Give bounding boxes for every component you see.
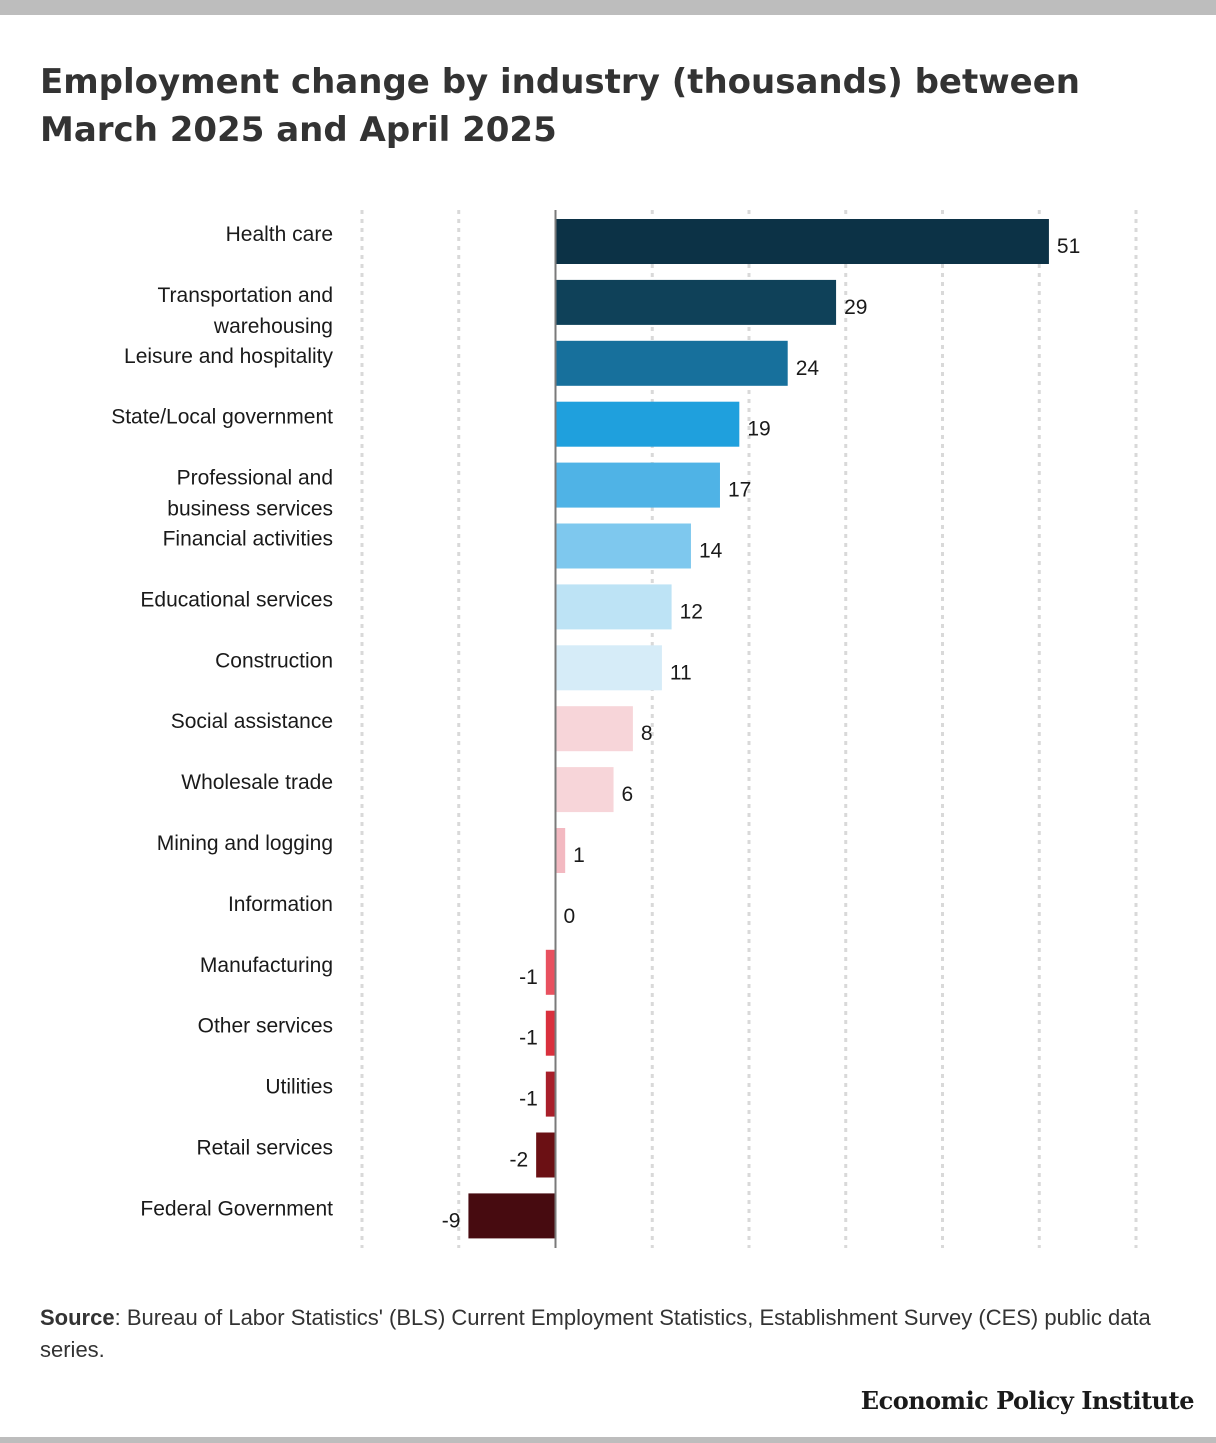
value-label: -1 [519, 1088, 538, 1111]
source-label: Source [40, 1305, 115, 1330]
bars [468, 219, 1049, 1239]
category-label: Wholesale trade [181, 771, 333, 794]
value-label: 19 [747, 418, 770, 441]
bar [555, 523, 691, 569]
value-label: 0 [564, 905, 576, 928]
bar [555, 279, 837, 325]
bar-chart: Health care Transportation and warehousing… [111, 210, 1138, 1248]
bar [555, 401, 740, 447]
category-label: Utilities [265, 1076, 333, 1099]
value-label: 51 [1057, 235, 1080, 258]
category-label: Educational services [140, 588, 333, 611]
category-label: Leisure and hospitality [124, 345, 333, 368]
value-label: 17 [728, 479, 751, 502]
value-label: -2 [509, 1149, 528, 1172]
bar [545, 1010, 556, 1056]
category-label: Federal Government [140, 1197, 333, 1220]
value-label: 12 [680, 600, 703, 623]
bar [536, 1132, 556, 1178]
category-label: Transportation and warehousing [158, 284, 334, 338]
bar [545, 949, 556, 995]
value-label: -1 [519, 966, 538, 989]
category-label: Social assistance [171, 710, 333, 733]
value-label: -9 [442, 1209, 461, 1232]
bar [555, 219, 1049, 264]
value-label: 14 [699, 540, 723, 563]
bar [555, 645, 662, 691]
bar [555, 706, 633, 752]
value-labels: 51 29 24 19 17 14 12 11 8 6 1 0 -1 -1 -1 -2 -9 [442, 235, 1081, 1232]
value-label: 1 [573, 844, 585, 867]
value-label: 24 [796, 357, 820, 380]
category-label: Information [228, 893, 333, 916]
bar [555, 828, 566, 873]
source-text: : Bureau of Labor Statistics' (BLS) Curr… [40, 1305, 1151, 1362]
value-label: 11 [670, 661, 692, 684]
bar [468, 1193, 556, 1239]
brand-logo: Economic Policy Institute [860, 1386, 1195, 1415]
category-labels: Health care Transportation and warehousing… [111, 223, 333, 1220]
category-label: Other services [198, 1015, 333, 1038]
source-note: Source: Bureau of Labor Statistics' (BLS… [40, 1302, 1180, 1366]
value-label: 29 [844, 296, 867, 319]
value-label: 6 [622, 783, 634, 806]
category-label: Mining and logging [157, 832, 333, 855]
category-label: State/Local government [111, 406, 333, 429]
category-label: Manufacturing [200, 954, 333, 977]
category-label: Financial activities [163, 528, 333, 551]
category-label: Construction [215, 649, 333, 672]
value-label: -1 [519, 1027, 538, 1050]
bar [545, 1071, 556, 1117]
category-label: Health care [226, 223, 333, 246]
category-label: Retail services [196, 1137, 333, 1160]
value-label: 8 [641, 722, 653, 745]
bar [555, 340, 788, 386]
bottom-border [0, 1437, 1216, 1443]
bar [555, 767, 614, 813]
top-border [0, 0, 1216, 15]
category-label: Professional and business services [167, 467, 333, 521]
chart-title: Employment change by industry (thousands… [40, 62, 1080, 150]
bar [555, 584, 672, 630]
bar [555, 462, 720, 508]
